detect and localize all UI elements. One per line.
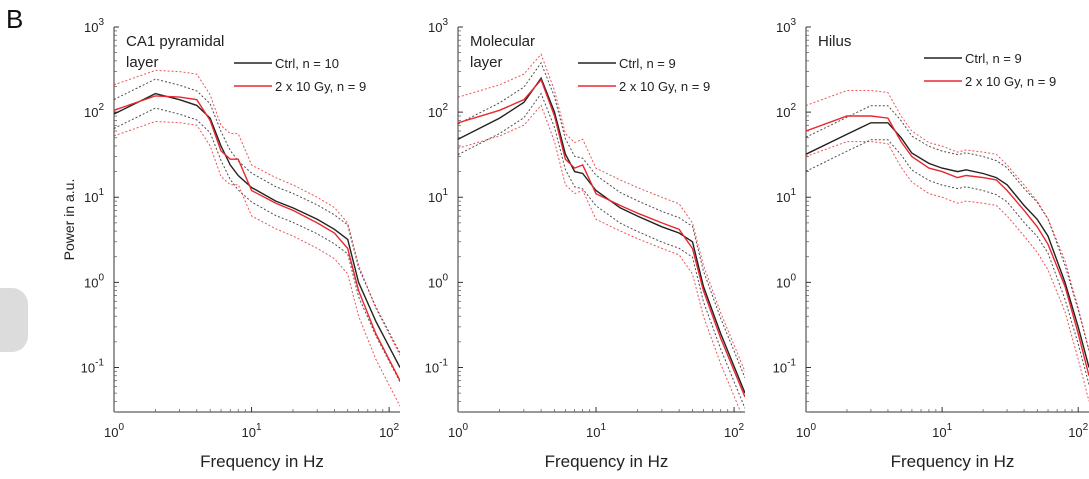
series-lower-bound (458, 104, 742, 412)
x-tick-label: 101 (242, 422, 262, 440)
series-group (458, 53, 745, 412)
y-tick-label: 101 (776, 187, 796, 205)
y-tick-label: 103 (776, 17, 796, 35)
chart-title: CA1 pyramidal (126, 33, 224, 50)
chart-panel-1: 10-1 100 101 102 103 100 101 102 Frequency in Hz… (61, 17, 400, 471)
legend-label: Ctrl, n = 9 (965, 51, 1022, 66)
y-tick-label: 10-1 (773, 357, 797, 375)
series-lower-bound (114, 107, 400, 383)
legend-label: 2 x 10 Gy, n = 9 (619, 79, 710, 94)
panel-letter: B (6, 4, 24, 34)
x-axis-label: Frequency in Hz (891, 452, 1015, 471)
chart-title: Molecular (470, 33, 535, 50)
series-lower-bound (806, 141, 1089, 402)
chart-panel-2: 10-1 100 101 102 103 100 101 102 Frequency in Hz… (425, 17, 745, 471)
series-line (114, 95, 400, 382)
y-tick-label: 100 (428, 272, 448, 290)
chart-title: layer (126, 54, 159, 71)
series-line (806, 122, 1089, 368)
x-tick-label: 102 (1068, 422, 1088, 440)
chart-panel-3: 10-1 100 101 102 103 100 101 102 Frequency in Hz… (773, 17, 1089, 471)
y-tick-label: 102 (428, 102, 448, 120)
series-group (806, 90, 1089, 402)
x-tick-label: 101 (932, 422, 952, 440)
x-tick-label: 101 (586, 422, 606, 440)
y-tick-label: 100 (84, 272, 104, 290)
y-tick-label: 10-1 (425, 357, 449, 375)
series-line (114, 92, 400, 368)
y-tick-label: 100 (776, 272, 796, 290)
y-tick-label: 103 (84, 17, 104, 35)
y-tick-label: 101 (428, 187, 448, 205)
legend-label: 2 x 10 Gy, n = 9 (275, 79, 366, 94)
series-lower-bound (458, 92, 745, 409)
x-axis-label: Frequency in Hz (545, 452, 669, 471)
series-upper-bound (806, 105, 1089, 351)
series-upper-bound (114, 69, 400, 356)
series-line (458, 78, 745, 398)
x-tick-label: 100 (448, 422, 468, 440)
x-tick-label: 100 (796, 422, 816, 440)
series-upper-bound (114, 78, 400, 354)
y-tick-label: 10-1 (81, 357, 105, 375)
legend-label: 2 x 10 Gy, n = 9 (965, 74, 1056, 89)
side-decoration (0, 288, 28, 352)
legend-label: Ctrl, n = 10 (275, 56, 339, 71)
x-tick-label: 102 (379, 422, 399, 440)
series-line (458, 76, 745, 394)
y-axis-label: Power in a.u. (61, 179, 77, 261)
chart-title: layer (470, 54, 503, 71)
series-line (806, 115, 1089, 376)
legend-label: Ctrl, n = 9 (619, 56, 676, 71)
x-axis-label: Frequency in Hz (200, 452, 324, 471)
y-tick-label: 103 (428, 17, 448, 35)
series-lower-bound (114, 120, 400, 407)
y-tick-label: 102 (84, 102, 104, 120)
series-lower-bound (806, 139, 1089, 385)
x-tick-label: 100 (104, 422, 124, 440)
series-group (114, 69, 400, 407)
y-tick-label: 102 (776, 102, 796, 120)
series-upper-bound (806, 90, 1089, 351)
chart-title: Hilus (818, 33, 851, 50)
x-tick-label: 102 (724, 422, 744, 440)
series-upper-bound (458, 53, 745, 372)
y-tick-label: 101 (84, 187, 104, 205)
